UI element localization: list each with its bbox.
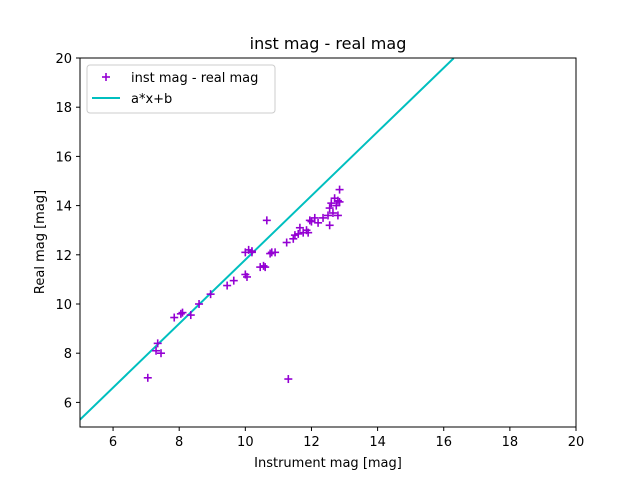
y-tick-label: 16	[55, 150, 72, 165]
y-axis-label: Real mag [mag]	[33, 190, 48, 294]
data-point	[327, 199, 336, 208]
data-point	[319, 213, 328, 222]
data-point	[282, 238, 291, 247]
axes-frame	[79, 57, 577, 428]
data-point	[261, 263, 270, 272]
data-point	[206, 290, 215, 299]
data-point	[242, 272, 251, 281]
data-point	[271, 248, 280, 257]
data-point	[223, 281, 232, 290]
x-tick-label: 8	[175, 435, 183, 450]
x-tick-label: 10	[237, 435, 254, 450]
plot-content	[80, 58, 455, 421]
legend-marker-scatter	[102, 73, 110, 81]
data-point	[186, 311, 195, 320]
x-tick-label: 16	[435, 435, 452, 450]
data-point	[262, 216, 271, 225]
data-point	[295, 223, 304, 232]
data-point	[289, 234, 298, 243]
y-tick-label: 20	[55, 52, 72, 67]
data-point	[176, 309, 185, 318]
data-point	[157, 349, 166, 358]
data-point	[333, 196, 342, 205]
x-tick-label: 12	[303, 435, 320, 450]
plot-area: 6 8 10 12 14 16 18 20 6 8 10 12 14 16 18 20	[55, 52, 584, 450]
data-point	[324, 211, 332, 220]
data-point	[335, 197, 344, 206]
y-tick-label: 10	[55, 298, 72, 313]
data-point	[153, 339, 162, 348]
data-point	[328, 208, 337, 217]
data-point	[247, 248, 256, 257]
y-tick-label: 8	[64, 347, 72, 362]
data-point	[178, 308, 187, 317]
data-point	[333, 211, 342, 220]
legend-label-scatter: inst mag - real mag	[131, 71, 258, 86]
y-tick-label: 14	[55, 200, 72, 215]
y-tick-label: 18	[55, 101, 72, 116]
x-tick-label: 18	[502, 435, 519, 450]
data-point	[294, 229, 303, 238]
legend-label-line: a*x+b	[131, 92, 172, 107]
data-point	[170, 313, 179, 322]
x-tick-label: 14	[369, 435, 386, 450]
data-point	[305, 216, 314, 225]
data-point	[314, 218, 323, 227]
data-point	[304, 228, 313, 237]
data-point	[335, 185, 344, 194]
fit-line	[80, 58, 455, 421]
x-axis-label: Instrument mag [mag]	[254, 456, 402, 471]
data-point	[259, 261, 268, 270]
data-point	[325, 221, 334, 230]
data-point	[284, 375, 293, 384]
legend: inst mag - real mag a*x+b	[86, 64, 276, 114]
x-tick-label: 20	[568, 435, 585, 450]
chart-title: inst mag - real mag	[250, 34, 407, 53]
data-point	[152, 346, 161, 355]
x-tick-label: 6	[109, 435, 117, 450]
data-point	[266, 249, 275, 258]
data-point	[229, 276, 238, 285]
data-point	[310, 213, 319, 222]
y-tick-label: 6	[64, 396, 72, 411]
y-tick-label: 12	[55, 249, 72, 264]
legend-box	[86, 64, 276, 114]
data-point	[143, 373, 152, 382]
data-point	[325, 204, 334, 213]
data-point	[195, 300, 204, 308]
